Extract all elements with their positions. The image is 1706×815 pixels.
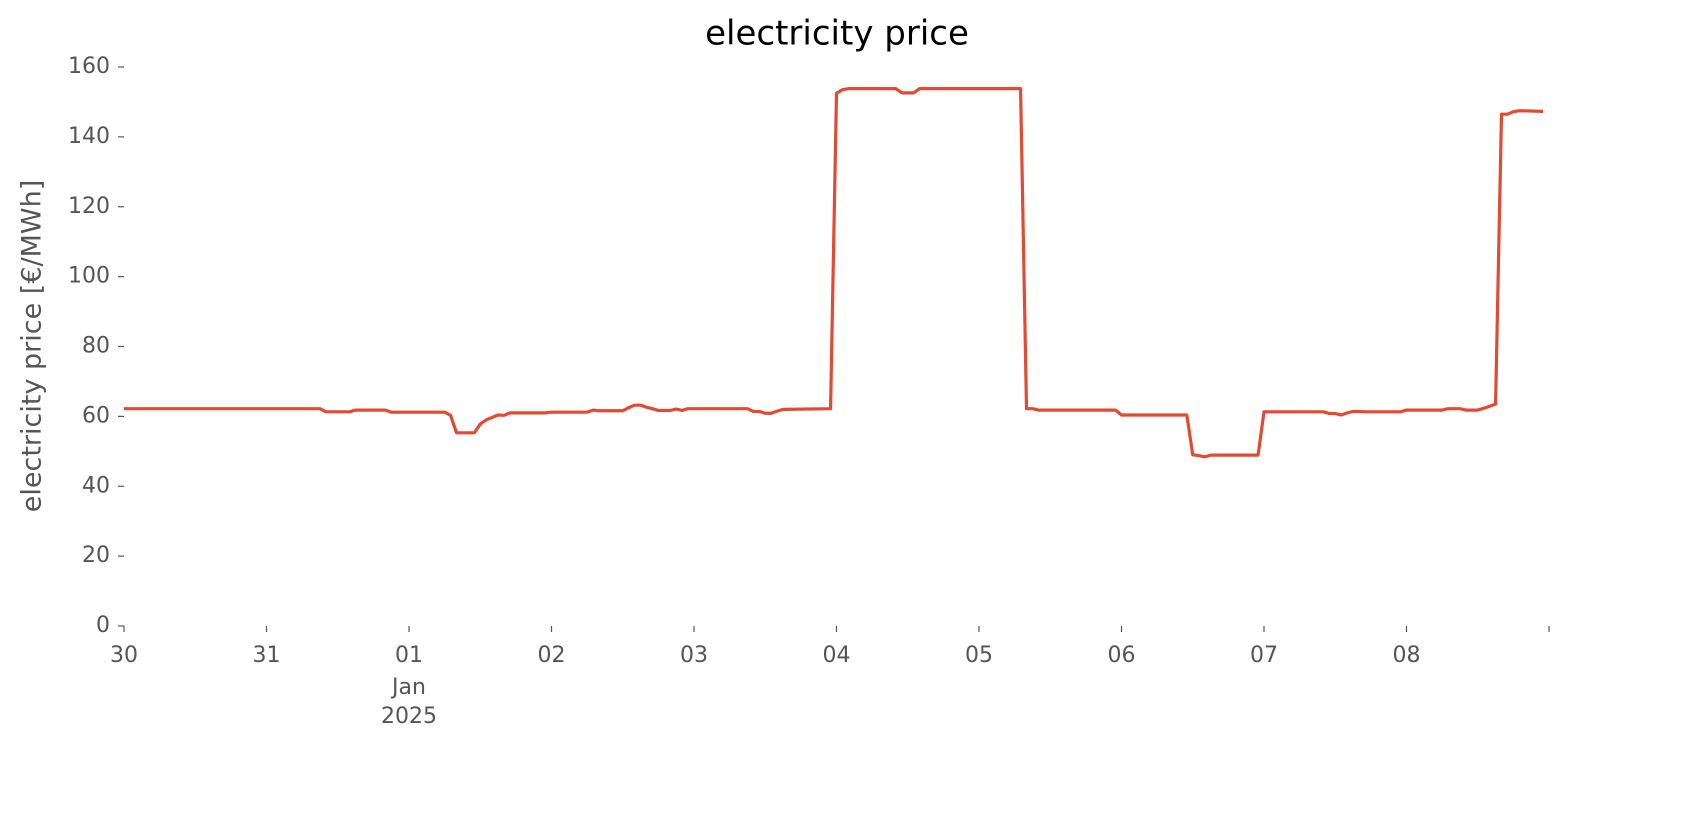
- x-tick-label: 07: [1250, 643, 1278, 668]
- y-tick-label: 160: [68, 54, 110, 79]
- x-tick-label: 01: [395, 643, 423, 668]
- chart-title: electricity price: [705, 14, 969, 54]
- y-tick-label: 20: [82, 543, 110, 568]
- y-tick-label: 120: [68, 194, 110, 219]
- x-tick-label: 31: [253, 643, 281, 668]
- y-tick-label: 140: [68, 124, 110, 149]
- x-tick-label: 06: [1108, 643, 1136, 668]
- y-tick-label: 40: [82, 473, 110, 498]
- y-tick-label: 0: [96, 613, 110, 638]
- x-tick-label: 02: [538, 643, 566, 668]
- y-axis-label: electricity price [€/MWh]: [17, 180, 48, 512]
- x-secondary-label: 2025: [381, 704, 437, 729]
- x-secondary-label: Jan: [390, 675, 426, 700]
- y-tick-label: 80: [82, 334, 110, 359]
- y-tick-label: 60: [82, 403, 110, 428]
- y-tick-label: 100: [68, 264, 110, 289]
- line-series: [124, 87, 1544, 459]
- x-tick-label: 30: [110, 643, 138, 668]
- x-tick-label: 04: [823, 643, 851, 668]
- x-tick-label: 05: [965, 643, 993, 668]
- x-tick-label: 08: [1393, 643, 1421, 668]
- x-tick-label: 03: [680, 643, 708, 668]
